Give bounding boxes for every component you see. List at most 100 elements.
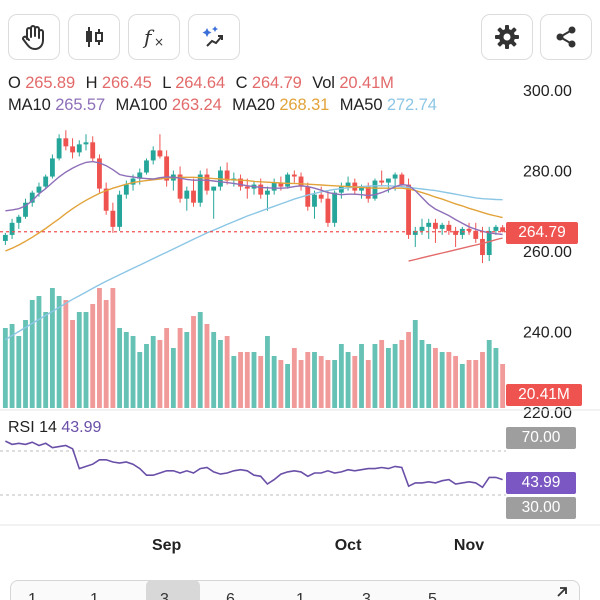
candle-body xyxy=(63,138,69,147)
volume-bar xyxy=(399,340,405,408)
timeframe-1w[interactable]: 1 xyxy=(90,591,99,600)
volume-bar xyxy=(345,352,351,408)
timeframe-5y[interactable]: 5 xyxy=(428,591,437,600)
candle-body xyxy=(412,230,418,235)
gear-icon xyxy=(495,25,519,49)
candle xyxy=(170,170,176,191)
volume-bar xyxy=(217,340,223,408)
expand-icon[interactable] xyxy=(552,586,570,600)
high-value: 266.45 xyxy=(101,74,152,92)
candle xyxy=(9,218,15,239)
candle xyxy=(238,174,243,191)
candle xyxy=(103,182,109,215)
hand-icon xyxy=(22,25,44,50)
candle-body xyxy=(406,184,411,235)
volume-bar xyxy=(49,288,55,408)
candle xyxy=(110,202,116,233)
candle-body xyxy=(359,186,364,191)
svg-text:×: × xyxy=(154,35,164,49)
volume-bar xyxy=(385,348,391,408)
candle-body xyxy=(110,210,116,227)
timeframe-1d[interactable]: 1 xyxy=(28,591,37,600)
candlestick-button[interactable] xyxy=(68,14,120,60)
candle xyxy=(23,198,28,219)
ma-legend: MA10 265.57 MA100 263.24 MA20 268.31 MA5… xyxy=(8,96,443,115)
candle xyxy=(480,226,485,264)
candle xyxy=(211,186,217,219)
candle xyxy=(29,190,35,207)
volume-bar xyxy=(16,336,22,408)
candle xyxy=(379,170,385,187)
volume-bar xyxy=(298,360,304,408)
candle-body xyxy=(211,186,217,191)
rsi-lower-badge: 30.00 xyxy=(506,497,576,519)
volume-value: 20.41M xyxy=(339,74,394,92)
candle xyxy=(97,154,102,193)
candle xyxy=(459,226,465,239)
candle xyxy=(191,178,196,207)
ma20-line xyxy=(5,176,503,252)
volume-bar xyxy=(224,336,230,408)
candle xyxy=(298,172,304,191)
candle-body xyxy=(76,144,82,153)
candle xyxy=(332,190,338,227)
volume-bar xyxy=(446,352,452,408)
candle-body xyxy=(365,186,371,199)
volume-bar xyxy=(70,320,75,408)
low-label: L xyxy=(162,74,171,92)
candle-body xyxy=(36,186,42,193)
candle-body xyxy=(2,234,8,241)
candle-body xyxy=(392,174,398,179)
volume-bar xyxy=(97,288,102,408)
candle-body xyxy=(318,194,324,199)
candle xyxy=(177,166,183,203)
volume-bar xyxy=(305,352,311,408)
volume-label: Vol xyxy=(312,74,335,92)
volume-bar xyxy=(312,352,317,408)
price-tick-label: 280.00 xyxy=(523,164,572,181)
high-label: H xyxy=(85,74,98,92)
last-price-badge: 264.79 xyxy=(506,222,578,244)
ma50-value: 272.74 xyxy=(386,96,437,114)
candle xyxy=(56,134,62,161)
timeframe-1y[interactable]: 1 xyxy=(296,591,305,600)
candle-body xyxy=(338,186,344,193)
magic-button[interactable] xyxy=(188,14,240,60)
candle-body xyxy=(90,142,96,159)
candle-body xyxy=(419,226,425,231)
candle-body xyxy=(197,174,203,203)
candle-body xyxy=(493,226,499,231)
ma100-value: 263.24 xyxy=(171,96,222,114)
indicators-button[interactable]: f × xyxy=(128,14,180,60)
candle-body xyxy=(97,158,102,189)
volume-bar xyxy=(325,360,331,408)
volume-bar xyxy=(244,352,250,408)
timeframe-6m[interactable]: 6 xyxy=(226,591,235,600)
timeframe-3y[interactable]: 3 xyxy=(362,591,371,600)
volume-bar xyxy=(123,332,129,408)
candle xyxy=(439,222,445,235)
candle-body xyxy=(56,138,62,159)
close-label: C xyxy=(235,74,248,92)
candle-body xyxy=(446,224,452,231)
share-button[interactable] xyxy=(540,14,592,60)
volume-bar xyxy=(36,296,42,408)
volume-bar xyxy=(365,360,371,408)
volume-bar xyxy=(372,344,378,408)
volume-bar xyxy=(177,328,183,408)
settings-button[interactable] xyxy=(481,14,533,60)
timeframe-3m[interactable]: 3 xyxy=(160,591,169,600)
candle-body xyxy=(312,194,317,207)
price-axis: 300.00 280.00 260.00 240.00 220.00 xyxy=(523,83,572,422)
volume-bar xyxy=(9,324,15,408)
ma50-line xyxy=(5,185,503,341)
volume-bar xyxy=(2,328,8,408)
candle xyxy=(43,174,49,189)
candle-body xyxy=(291,174,297,177)
volume-bar xyxy=(278,360,284,408)
hand-button[interactable] xyxy=(8,14,60,60)
volume-bar xyxy=(157,340,163,408)
volume-bar xyxy=(238,352,243,408)
low-value: 264.64 xyxy=(175,74,226,92)
